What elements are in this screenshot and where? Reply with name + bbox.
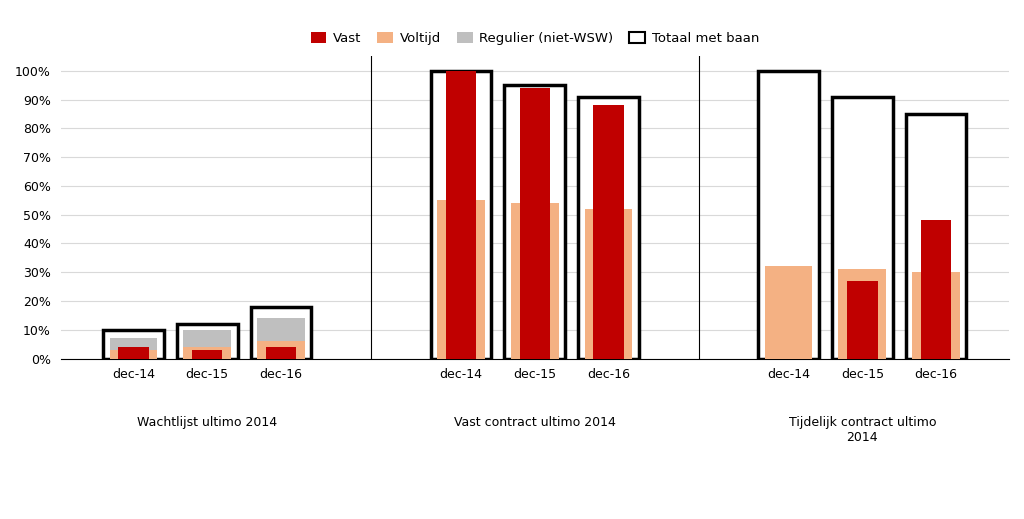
- Bar: [511, 350, 559, 359]
- Bar: [445, 71, 476, 359]
- Bar: [110, 338, 158, 359]
- Bar: [437, 200, 485, 359]
- Bar: [921, 221, 951, 359]
- Bar: [266, 347, 296, 359]
- Bar: [839, 269, 886, 359]
- Bar: [119, 347, 148, 359]
- Bar: [257, 342, 305, 359]
- Bar: [103, 330, 164, 359]
- Bar: [579, 97, 639, 359]
- Bar: [431, 71, 492, 359]
- Bar: [831, 97, 893, 359]
- Text: Vast contract ultimo 2014: Vast contract ultimo 2014: [454, 416, 615, 429]
- Text: Wachtlijst ultimo 2014: Wachtlijst ultimo 2014: [137, 416, 278, 429]
- Legend: Vast, Voltijd, Regulier (niet-WSW), Totaal met baan: Vast, Voltijd, Regulier (niet-WSW), Tota…: [305, 26, 764, 50]
- Bar: [505, 85, 565, 359]
- Bar: [251, 307, 311, 359]
- Bar: [110, 350, 158, 359]
- Bar: [437, 350, 485, 359]
- Bar: [585, 350, 633, 359]
- Bar: [519, 88, 550, 359]
- Bar: [847, 281, 878, 359]
- Bar: [183, 330, 231, 359]
- Bar: [912, 330, 959, 359]
- Bar: [906, 114, 967, 359]
- Bar: [193, 350, 222, 359]
- Bar: [765, 330, 812, 359]
- Bar: [183, 347, 231, 359]
- Bar: [839, 330, 886, 359]
- Bar: [257, 318, 305, 359]
- Bar: [765, 266, 812, 359]
- Text: Tijdelijk contract ultimo
2014: Tijdelijk contract ultimo 2014: [788, 416, 936, 444]
- Bar: [758, 71, 819, 359]
- Bar: [177, 324, 238, 359]
- Bar: [912, 272, 959, 359]
- Bar: [585, 209, 633, 359]
- Bar: [593, 105, 624, 359]
- Bar: [511, 203, 559, 359]
